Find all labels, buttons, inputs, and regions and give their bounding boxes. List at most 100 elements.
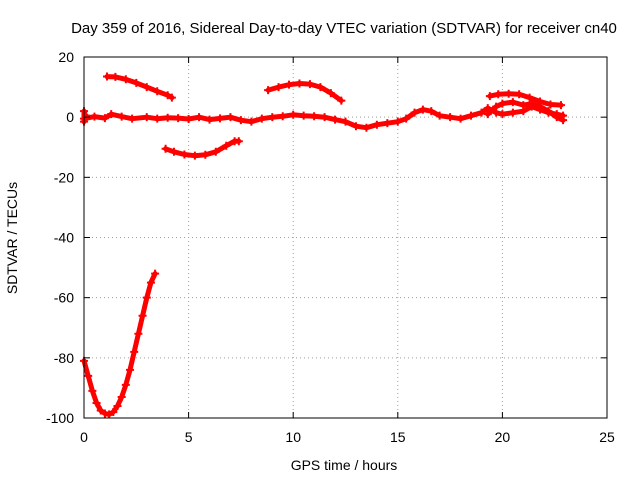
data-point — [383, 119, 392, 128]
data-point — [153, 87, 162, 96]
data-point — [103, 72, 112, 81]
series-upper-arc-2 — [264, 79, 346, 105]
data-point — [393, 117, 402, 126]
chart-title: Day 359 of 2016, Sidereal Day-to-day VTE… — [71, 20, 617, 37]
data-point — [90, 112, 99, 121]
data-point — [508, 98, 517, 107]
data-point — [494, 90, 503, 99]
y-tick-label: -60 — [54, 290, 74, 306]
data-point — [264, 86, 273, 95]
data-point — [351, 122, 360, 131]
data-point — [492, 102, 501, 111]
data-point — [205, 115, 214, 124]
data-point — [326, 89, 335, 98]
x-tick-label: 20 — [495, 429, 511, 445]
data-point — [167, 93, 176, 102]
series-upper-right-2 — [485, 89, 565, 110]
data-point — [477, 108, 486, 117]
data-point — [546, 100, 555, 109]
data-point — [134, 329, 143, 338]
data-point — [226, 113, 235, 122]
data-point — [117, 112, 126, 121]
data-point — [234, 137, 243, 146]
data-point — [161, 144, 170, 153]
data-point — [222, 141, 231, 150]
x-tick-label: 25 — [599, 429, 615, 445]
data-point — [278, 112, 287, 121]
data-point — [180, 150, 189, 159]
data-point — [536, 97, 545, 106]
data-point — [142, 293, 151, 302]
data-point — [236, 116, 245, 125]
data-point — [320, 113, 329, 122]
data-point — [299, 111, 308, 120]
data-point — [257, 114, 266, 123]
data-point — [305, 80, 314, 89]
data-point — [142, 83, 151, 92]
data-point — [435, 111, 444, 120]
y-tick-label: -80 — [54, 350, 74, 366]
data-point — [128, 114, 137, 123]
data-point — [508, 108, 517, 117]
data-point — [109, 407, 118, 416]
data-point — [163, 91, 172, 100]
data-point — [331, 115, 340, 124]
series-upper-arc-1 — [103, 72, 176, 102]
data-point — [316, 83, 325, 92]
data-point — [544, 107, 553, 116]
series-dip-arc — [80, 269, 160, 419]
data-point — [410, 108, 419, 117]
data-point — [483, 110, 492, 119]
data-point — [289, 110, 298, 119]
x-tick-label: 15 — [390, 429, 406, 445]
data-point — [117, 392, 126, 401]
data-point — [456, 114, 465, 123]
data-layer — [80, 72, 568, 419]
x-axis-label: GPS time / hours — [291, 457, 398, 473]
data-point — [88, 386, 97, 395]
data-point — [310, 112, 319, 121]
data-point — [285, 80, 294, 89]
data-point — [174, 114, 183, 123]
data-point — [201, 150, 210, 159]
series-lower-arc-1 — [161, 137, 243, 160]
data-point — [132, 78, 141, 87]
data-point — [105, 410, 114, 419]
data-point — [184, 114, 193, 123]
data-point — [138, 311, 147, 320]
data-point — [362, 123, 371, 132]
data-point — [153, 114, 162, 123]
data-point — [556, 101, 565, 110]
x-tick-label: 10 — [285, 429, 301, 445]
data-point — [96, 406, 105, 415]
ticks: 0 5 10 15 20 25 20 0 -20 -40 -60 -80 -100 — [46, 49, 615, 445]
series-upper-right — [483, 98, 568, 125]
data-point — [100, 114, 109, 123]
data-point — [247, 117, 256, 126]
data-point — [498, 110, 507, 119]
data-point — [151, 269, 160, 278]
data-point — [268, 113, 277, 122]
data-point — [130, 347, 139, 356]
data-point — [498, 99, 507, 108]
data-point — [146, 278, 155, 287]
x-tick-label: 5 — [185, 429, 193, 445]
y-tick-label: -100 — [46, 410, 74, 426]
y-tick-label: 0 — [66, 109, 74, 125]
data-point — [274, 83, 283, 92]
data-point — [519, 101, 528, 110]
data-point — [92, 398, 101, 407]
data-point — [126, 365, 135, 374]
data-point — [427, 107, 436, 116]
data-point — [559, 116, 568, 125]
data-point — [372, 120, 381, 129]
data-point — [169, 147, 178, 156]
data-point — [142, 113, 151, 122]
data-point — [337, 96, 346, 105]
data-point — [467, 111, 476, 120]
y-axis-label: SDTVAR / TECUs — [4, 182, 20, 294]
series-baseline — [80, 102, 568, 132]
data-point — [111, 72, 120, 81]
y-tick-label: -20 — [54, 169, 74, 185]
